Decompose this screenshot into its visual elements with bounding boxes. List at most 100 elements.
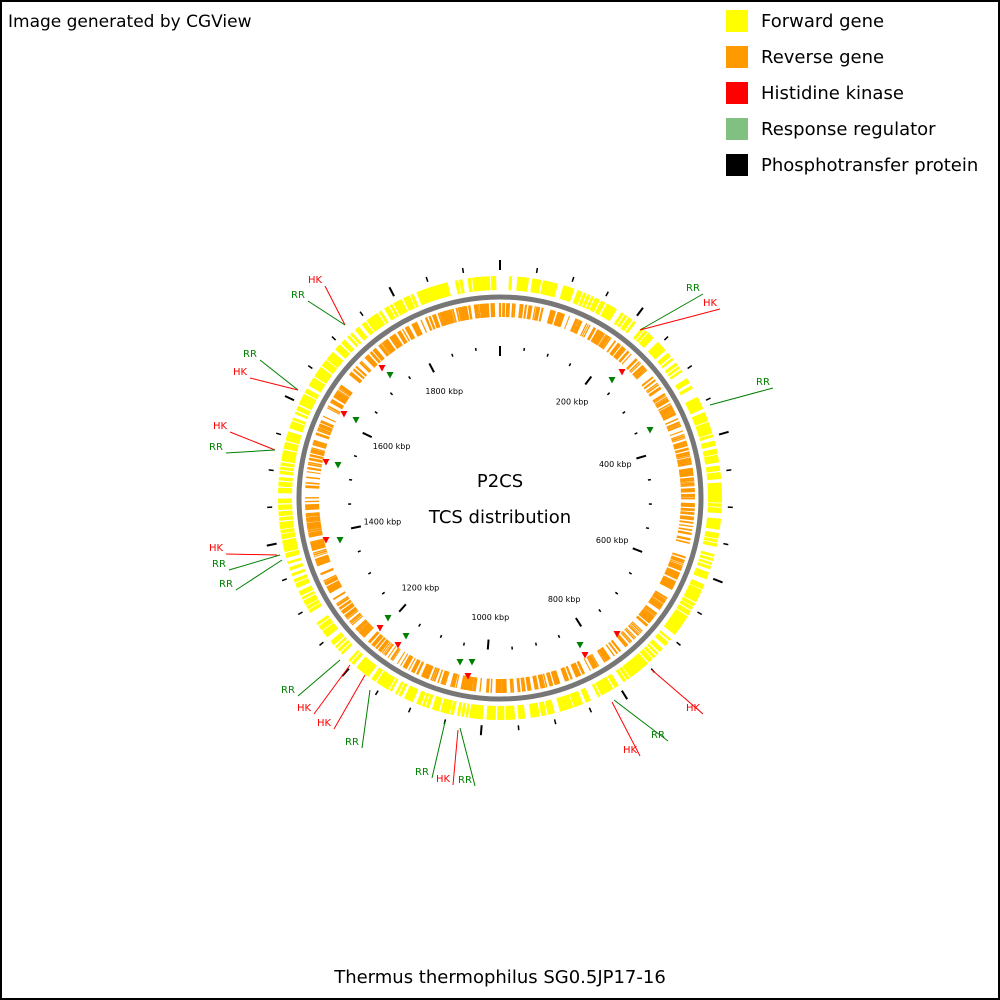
reverse-gene — [679, 473, 694, 478]
forward-gene — [686, 398, 700, 408]
reverse-gene — [327, 583, 342, 593]
forward-gene — [384, 307, 394, 321]
reverse-gene — [586, 656, 595, 670]
reverse-gene — [324, 576, 338, 584]
forward-gene — [420, 289, 429, 304]
forward-gene — [510, 705, 516, 720]
forward-gene — [560, 696, 567, 711]
forward-gene — [552, 283, 559, 298]
outer-tick — [676, 641, 681, 646]
forward-gene — [436, 697, 443, 712]
inner-tick — [622, 411, 626, 414]
forward-gene — [482, 276, 487, 291]
reverse-gene — [545, 672, 552, 687]
reverse-gene — [402, 654, 412, 669]
reverse-gene — [444, 671, 450, 686]
legend-swatch — [726, 154, 748, 176]
reverse-gene — [309, 453, 324, 460]
reverse-gene — [362, 626, 374, 638]
callout-line — [324, 285, 346, 326]
forward-gene — [683, 593, 698, 603]
reverse-gene — [310, 448, 325, 455]
forward-gene — [704, 532, 719, 539]
forward-gene — [666, 620, 680, 632]
reverse-gene — [608, 641, 619, 655]
reverse-gene — [431, 667, 439, 682]
forward-gene — [615, 669, 627, 683]
forward-gene — [642, 335, 654, 348]
callout-line — [459, 727, 476, 787]
forward-gene — [323, 624, 337, 636]
reverse-gene — [661, 577, 675, 587]
reverse-gene — [322, 415, 336, 423]
callout-label: HK — [297, 703, 312, 714]
reverse-gene — [309, 538, 324, 544]
forward-gene — [706, 518, 721, 524]
reverse-gene — [629, 623, 641, 635]
reverse-gene — [471, 677, 476, 692]
reverse-gene — [428, 315, 436, 330]
forward-gene — [389, 303, 400, 318]
forward-gene — [282, 449, 297, 456]
reverse-gene — [671, 435, 686, 442]
inner-tick — [557, 634, 561, 639]
reverse-gene — [560, 667, 568, 682]
inner-tick — [439, 634, 443, 639]
reverse-gene — [602, 337, 612, 350]
forward-gene — [613, 312, 624, 326]
rings: 200 kbp 400 kbp 600 kbp 800 kbp 1000 kbp 1200… — [266, 260, 733, 736]
forward-gene — [399, 299, 408, 313]
forward-gene — [281, 534, 296, 540]
callout-line — [613, 699, 669, 742]
tcs-marker — [576, 642, 584, 649]
forward-gene — [362, 661, 374, 675]
inner-tick — [381, 591, 386, 595]
reverse-gene — [457, 307, 462, 322]
reverse-gene — [490, 303, 494, 318]
reverse-gene — [646, 383, 660, 394]
reverse-gene — [312, 443, 327, 449]
forward-gene — [519, 704, 524, 720]
forward-gene — [563, 286, 571, 301]
reverse-gene — [342, 604, 355, 615]
callout-line — [229, 431, 276, 451]
reverse-gene — [642, 607, 655, 618]
forward-gene — [707, 508, 722, 514]
reverse-gene — [326, 580, 341, 590]
forward-gene — [685, 396, 699, 406]
outer-tick — [425, 276, 429, 282]
reverse-gene — [314, 554, 329, 562]
forward-gene — [633, 655, 645, 669]
forward-gene — [330, 632, 344, 644]
reverse-gene — [509, 678, 513, 693]
reverse-gene — [305, 512, 320, 517]
forward-gene — [283, 545, 299, 553]
forward-gene — [509, 705, 513, 720]
reverse-gene — [315, 432, 330, 440]
forward-gene — [475, 276, 481, 292]
reverse-gene — [313, 439, 328, 446]
reverse-gene — [406, 325, 416, 340]
forward-gene — [422, 288, 430, 304]
reverse-gene — [479, 303, 483, 319]
forward-gene — [573, 691, 582, 706]
forward-gene — [574, 290, 583, 305]
forward-gene — [676, 379, 690, 391]
forward-gene — [278, 510, 293, 514]
forward-gene — [563, 695, 572, 710]
forward-gene — [337, 639, 350, 652]
reverse-gene — [641, 376, 654, 387]
forward-gene — [315, 372, 329, 383]
reverse-gene — [639, 611, 652, 623]
forward-gene — [319, 367, 333, 378]
reverse-gene — [329, 585, 343, 594]
forward-gene — [702, 448, 718, 455]
reverse-gene — [310, 450, 325, 457]
callout-line — [452, 729, 459, 786]
callout-line — [651, 669, 704, 715]
reverse-gene — [649, 597, 663, 608]
forward-gene — [695, 421, 710, 430]
reverse-gene — [383, 340, 393, 354]
forward-gene — [366, 318, 378, 332]
forward-gene — [442, 282, 450, 298]
